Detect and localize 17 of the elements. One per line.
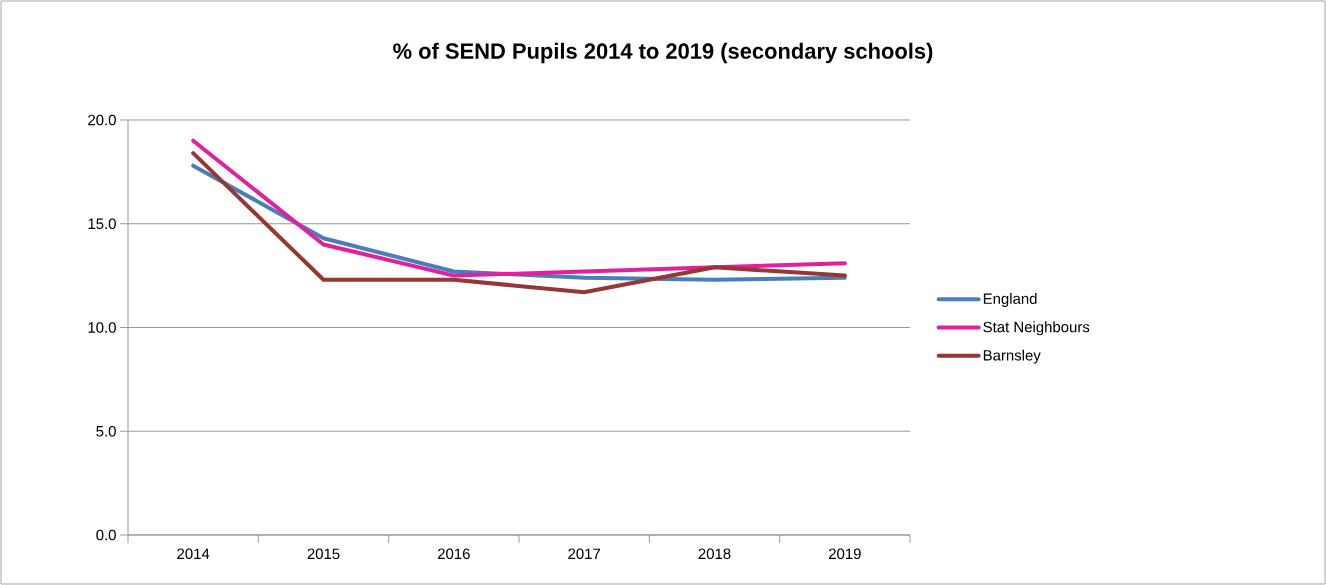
x-tick-label: 2015 xyxy=(307,548,340,560)
x-tick-label: 2019 xyxy=(828,548,861,560)
x-tick-label: 2014 xyxy=(177,548,210,560)
line-series xyxy=(191,138,847,278)
y-tick-label: 0.0 xyxy=(96,529,116,541)
legend-label: Stat Neighbours xyxy=(983,321,1090,336)
legend-label: Barnsley xyxy=(983,349,1041,364)
y-tick-label: 5.0 xyxy=(96,425,116,437)
legend-label: England xyxy=(983,293,1037,307)
y-tick-label: 15.0 xyxy=(88,218,116,230)
x-tick-label: 2017 xyxy=(568,548,601,560)
y-tick-label: 20.0 xyxy=(88,114,116,126)
chart-title: % of SEND Pupils 2014 to 2019 (secondary schools) xyxy=(393,42,933,64)
line-series xyxy=(191,151,847,295)
x-tick-label: 2016 xyxy=(437,548,470,560)
x-tick-label: 2018 xyxy=(698,548,731,560)
y-tick-label: 10.0 xyxy=(88,322,116,333)
